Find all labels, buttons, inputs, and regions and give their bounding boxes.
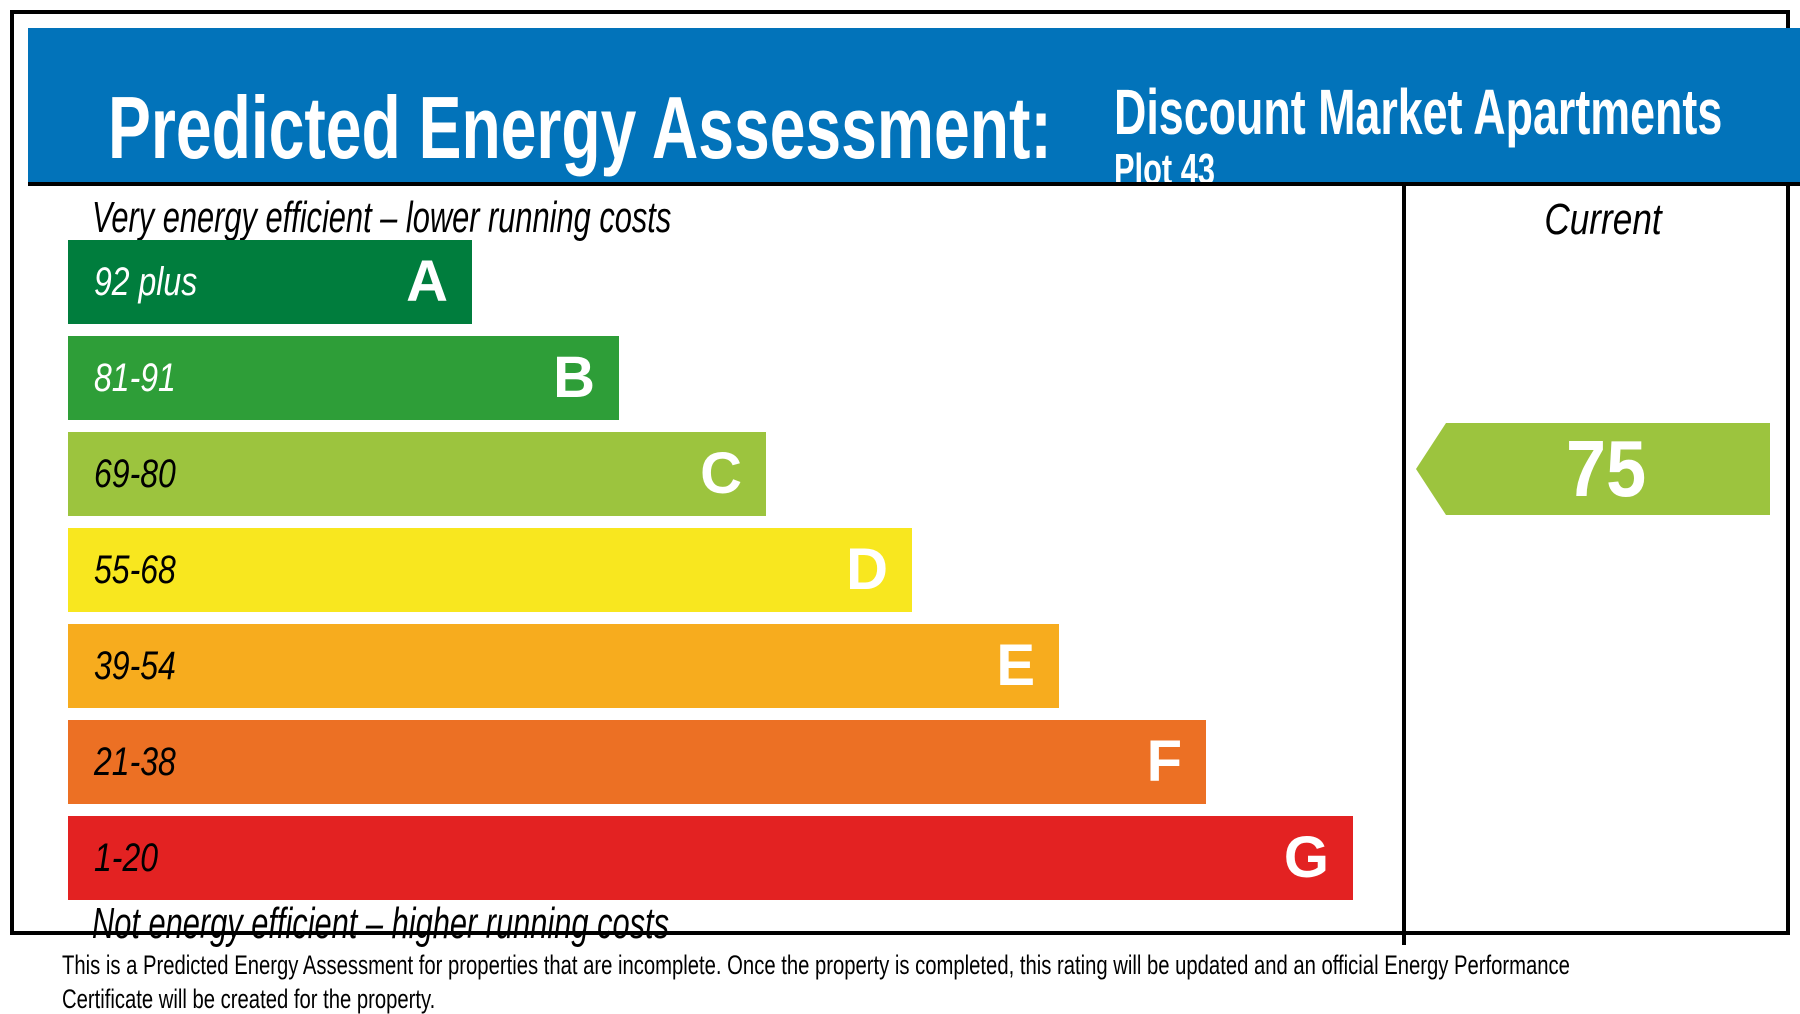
band-range-label: 39-54 xyxy=(94,644,176,688)
band-letter: E xyxy=(996,633,1035,698)
column-divider xyxy=(1402,186,1406,945)
header: Predicted Energy Assessment: Discount Ma… xyxy=(28,28,1800,192)
band-letter: F xyxy=(1146,729,1182,794)
band-row-g: 1-20 G xyxy=(68,816,1353,900)
band-row-f: 21-38 F xyxy=(68,720,1206,804)
band-letter: G xyxy=(1283,825,1329,890)
band-range-label: 81-91 xyxy=(94,356,176,400)
footer-note-line2: Certificate will be created for the prop… xyxy=(62,984,436,1014)
page-title: Predicted Energy Assessment: xyxy=(108,78,1052,177)
band-row-e: 39-54 E xyxy=(68,624,1059,708)
certificate-frame: Predicted Energy Assessment: Discount Ma… xyxy=(10,10,1800,946)
band-range-label: 1-20 xyxy=(94,836,159,880)
caption-not-efficient: Not energy efficient – higher running co… xyxy=(92,899,669,948)
current-rating-arrow: 75 xyxy=(1416,423,1770,515)
band-letter: D xyxy=(846,537,888,602)
footer-note-line1: This is a Predicted Energy Assessment fo… xyxy=(62,950,1570,980)
band-range-label: 55-68 xyxy=(94,548,176,592)
property-name: Discount Market Apartments xyxy=(1114,76,1723,148)
band-letter: A xyxy=(406,249,448,314)
band-letter: B xyxy=(553,345,595,410)
caption-efficient: Very energy efficient – lower running co… xyxy=(92,193,672,242)
band-row-c: 69-80 C xyxy=(68,432,766,516)
epc-band-chart: 92 plus A 81-91 B 69-80 C 55-68 D 39-54 … xyxy=(68,240,1353,912)
header-divider-rule xyxy=(28,182,1800,186)
band-letter: C xyxy=(700,441,742,506)
band-row-b: 81-91 B xyxy=(68,336,619,420)
current-rating-value: 75 xyxy=(1565,424,1646,513)
band-range-label: 21-38 xyxy=(94,740,176,784)
band-range-label: 92 plus xyxy=(94,260,198,304)
band-range-label: 69-80 xyxy=(94,452,176,496)
band-row-d: 55-68 D xyxy=(68,528,912,612)
band-row-a: 92 plus A xyxy=(68,240,472,324)
current-column-label: Current xyxy=(1544,195,1662,244)
